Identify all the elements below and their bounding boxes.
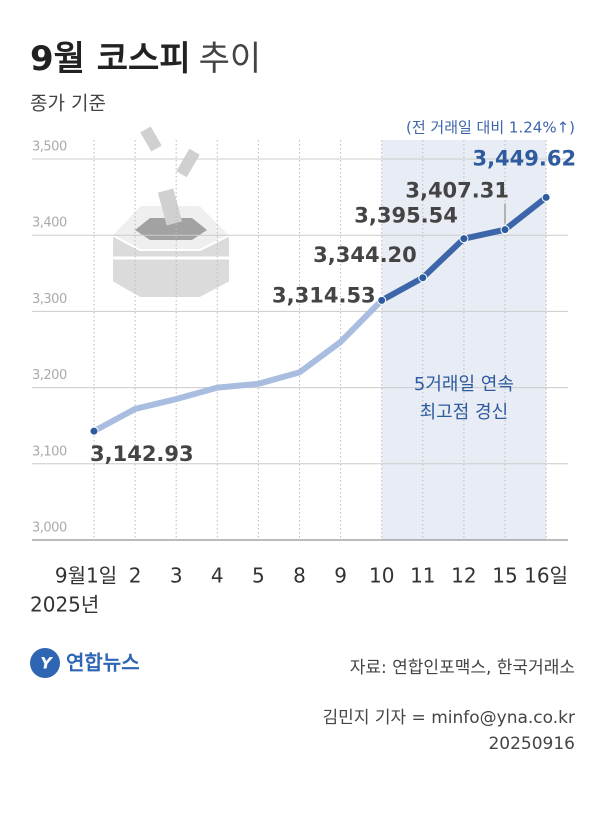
logo: Y 연합뉴스: [30, 648, 140, 678]
logo-text: 연합뉴스: [66, 651, 140, 675]
x-tick-label: 15: [492, 564, 517, 588]
source: 자료: 연합인포맥스, 한국거래소: [350, 658, 575, 678]
x-tick-label: 4: [211, 564, 224, 588]
x-year-label: 2025년: [30, 593, 99, 617]
y-tick-label: 3,300: [32, 292, 67, 307]
point: [89, 426, 99, 436]
y-tick-label: 3,000: [32, 521, 67, 536]
title-main: 9월 코스피: [30, 39, 191, 79]
title-suffix: 추이: [199, 39, 262, 79]
x-tick-label: 2: [129, 564, 142, 588]
value-label: 3,344.20: [313, 243, 417, 267]
value-label: 3,314.53: [272, 283, 376, 307]
value-label: 3,407.31: [405, 179, 509, 203]
point: [500, 225, 510, 235]
svg-text:Y: Y: [40, 654, 53, 673]
highlight-label: 5거래일 연속: [414, 374, 514, 395]
subtitle: 종가 기준: [30, 93, 106, 115]
value-label: 3,395.54: [354, 204, 458, 228]
y-tick-label: 3,400: [32, 216, 67, 231]
y-tick-label: 3,100: [32, 444, 67, 459]
x-tick-label: 9월1일: [55, 564, 117, 588]
annotation: (전 거래일 대비 1.24%↑): [406, 119, 575, 137]
value-label: 3,142.93: [90, 442, 194, 466]
x-tick-label: 8: [293, 564, 306, 588]
x-tick-label: 10: [369, 564, 394, 588]
x-tick-label: 16일: [524, 564, 568, 588]
date: 20250916: [488, 734, 575, 754]
point: [418, 273, 428, 283]
x-tick-label: 12: [451, 564, 476, 588]
icon: [110, 126, 232, 299]
credit: 김민지 기자 = minfo@yna.co.kr: [323, 708, 575, 728]
x-tick-label: 11: [410, 564, 435, 588]
x-tick-label: 5: [252, 564, 265, 588]
y-tick-label: 3,500: [32, 140, 67, 155]
y-tick-label: 3,200: [32, 368, 67, 383]
line: [91, 297, 385, 435]
x-tick-label: 9: [334, 564, 347, 588]
chart-title: 9월 코스피 추이: [30, 39, 261, 79]
highlight-label: 최고점 경신: [420, 402, 509, 423]
point: [377, 295, 387, 305]
point: [459, 234, 469, 244]
value-label: 3,449.62: [472, 146, 576, 170]
x-tick-label: 3: [170, 564, 183, 588]
point: [541, 192, 551, 202]
